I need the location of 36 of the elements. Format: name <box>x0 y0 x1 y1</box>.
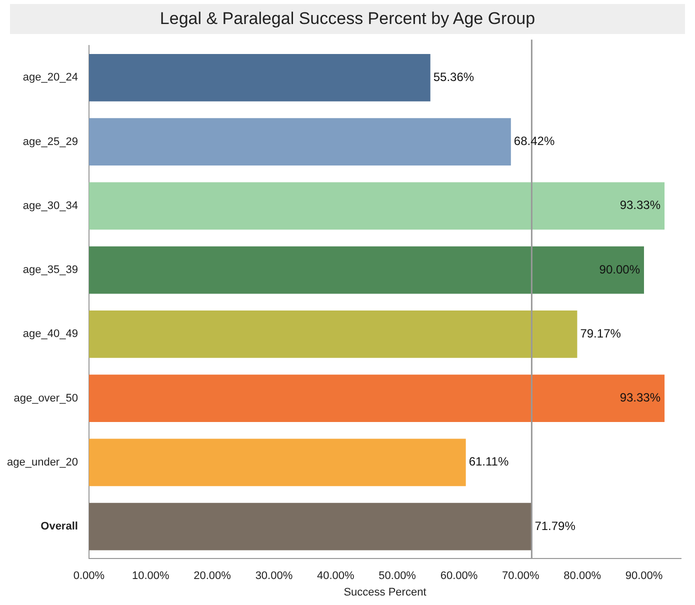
x-axis-title: Success Percent <box>344 586 426 598</box>
data-label: 93.33% <box>620 390 661 405</box>
bar <box>88 246 644 294</box>
x-tick-label: 60.00% <box>440 570 478 582</box>
x-tick-label: 50.00% <box>378 570 416 582</box>
bar <box>88 54 430 102</box>
y-tick-label: age_35_39 <box>22 264 78 276</box>
y-tick-label: age_40_49 <box>22 328 78 340</box>
y-tick-label: age_25_29 <box>22 136 78 148</box>
x-tick-label: 70.00% <box>502 570 540 582</box>
y-tick-label: Overall <box>40 520 78 533</box>
bar <box>88 502 532 550</box>
bar <box>88 118 511 166</box>
x-tick-label: 0.00% <box>73 570 105 582</box>
bar <box>88 310 578 358</box>
bar <box>88 438 466 486</box>
data-label: 71.79% <box>534 518 576 533</box>
y-tick-label: age_30_34 <box>22 200 78 212</box>
x-tick-label: 80.00% <box>564 570 602 582</box>
data-label: 90.00% <box>599 262 640 276</box>
y-tick-label: age_under_20 <box>6 456 78 468</box>
data-label: 61.11% <box>468 454 509 469</box>
data-label: 55.36% <box>433 70 474 84</box>
y-tick-label: age_over_50 <box>14 392 78 404</box>
y-tick-label: age_20_24 <box>22 72 78 84</box>
x-tick-label: 90.00% <box>625 570 663 582</box>
x-tick-label: 10.00% <box>132 570 170 582</box>
x-tick-label: 40.00% <box>316 570 355 582</box>
data-label: 93.33% <box>620 198 661 212</box>
data-label: 79.17% <box>580 326 622 340</box>
x-tick-label: 30.00% <box>255 570 293 582</box>
bar <box>88 374 665 422</box>
data-label: 68.42% <box>514 134 555 148</box>
bar <box>88 182 665 230</box>
chart-title: Legal & Paralegal Success Percent by Age Group <box>10 4 685 34</box>
x-tick-label: 20.00% <box>194 570 232 582</box>
